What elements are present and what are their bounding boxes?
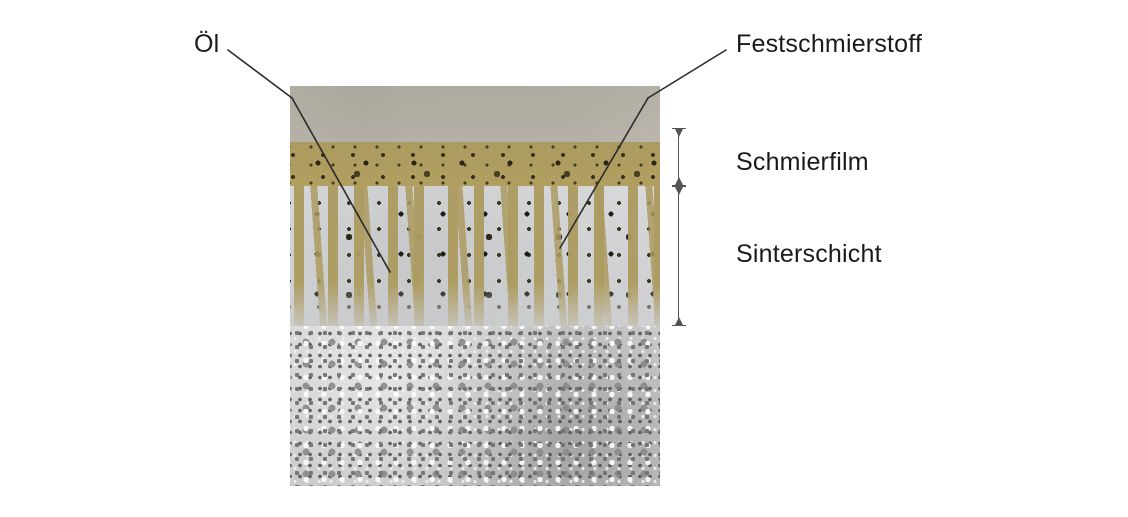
label-sinter-layer: Sinterschicht — [736, 240, 882, 269]
label-solid-lubricant: Festschmierstoff — [736, 30, 922, 59]
diagram-stage: Öl Festschmierstoff Schmierfilm Sintersc… — [0, 0, 1128, 517]
layer-substrate — [290, 326, 660, 486]
layer-oil-film — [290, 142, 660, 186]
cross-section-image — [290, 86, 660, 486]
label-lubricant-film: Schmierfilm — [736, 148, 869, 177]
layer-counter-surface — [290, 86, 660, 142]
layer-sinter — [290, 186, 660, 326]
label-oil: Öl — [194, 30, 219, 59]
